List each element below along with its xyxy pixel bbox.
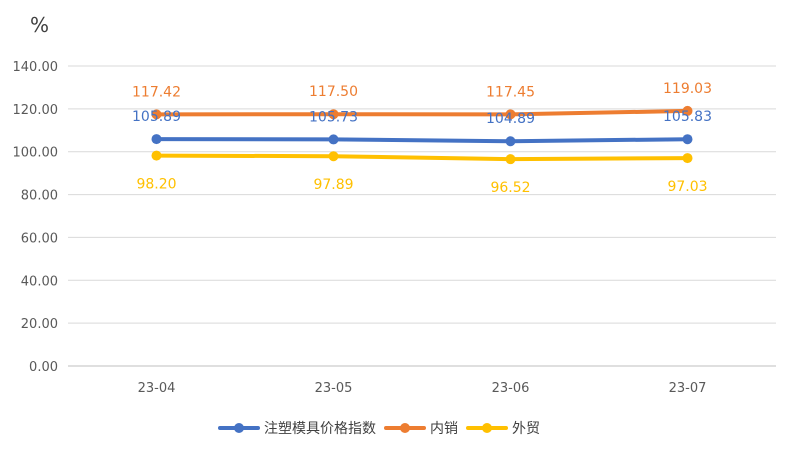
series-layer bbox=[151, 105, 693, 165]
legend: 注塑模具价格指数 内销 外贸 bbox=[218, 421, 540, 437]
x-tick-label: 23-04 bbox=[138, 381, 176, 396]
y-tick-label: 60.00 bbox=[21, 231, 58, 246]
data-point bbox=[505, 109, 516, 120]
y-tick-label: 140.00 bbox=[13, 60, 59, 75]
data-label: 119.03 bbox=[663, 81, 712, 97]
data-labels: 105.89 105.73 104.89 105.83 117.42 117.50 117.… bbox=[132, 81, 712, 196]
data-point bbox=[682, 134, 693, 145]
x-tick-label: 23-05 bbox=[315, 381, 353, 396]
legend-label: 注塑模具价格指数 bbox=[264, 421, 376, 437]
y-tick-label: 0.00 bbox=[29, 360, 58, 375]
data-point bbox=[151, 150, 162, 161]
data-point bbox=[682, 105, 693, 116]
legend-marker bbox=[234, 423, 244, 433]
data-point bbox=[151, 109, 162, 120]
y-unit-label: % bbox=[30, 13, 49, 37]
data-label: 117.50 bbox=[309, 84, 358, 100]
y-tick-label: 100.00 bbox=[13, 146, 59, 161]
series-line bbox=[154, 108, 690, 117]
y-tick-label: 20.00 bbox=[21, 317, 58, 332]
y-tick-label: 40.00 bbox=[21, 274, 58, 289]
y-tick-label: 120.00 bbox=[13, 103, 59, 118]
series-line bbox=[154, 137, 690, 144]
legend-marker bbox=[400, 423, 410, 433]
data-point bbox=[151, 134, 162, 145]
data-label: 105.73 bbox=[309, 109, 358, 125]
data-label: 96.52 bbox=[490, 180, 530, 196]
gridlines bbox=[68, 65, 776, 367]
data-point bbox=[505, 154, 516, 165]
legend-marker bbox=[482, 423, 492, 433]
y-axis-ticks: 0.00 20.00 40.00 60.00 80.00 100.00 120.00 140.… bbox=[13, 60, 59, 375]
data-label: 104.89 bbox=[486, 111, 535, 127]
x-axis-ticks: 23-04 23-05 23-06 23-07 bbox=[138, 381, 707, 396]
data-point bbox=[505, 136, 516, 147]
y-tick-label: 80.00 bbox=[21, 189, 58, 204]
x-tick-label: 23-06 bbox=[492, 381, 530, 396]
series-line bbox=[154, 153, 690, 162]
data-label: 98.20 bbox=[136, 177, 176, 193]
data-label: 117.42 bbox=[132, 84, 181, 100]
data-point bbox=[328, 134, 339, 145]
legend-label: 外贸 bbox=[512, 421, 540, 437]
legend-label: 内销 bbox=[430, 421, 458, 437]
data-point bbox=[328, 109, 339, 120]
data-label: 105.89 bbox=[132, 109, 181, 125]
data-point bbox=[682, 153, 693, 164]
data-label: 105.83 bbox=[663, 109, 712, 125]
data-label: 97.03 bbox=[667, 179, 707, 195]
data-label: 97.89 bbox=[313, 177, 353, 193]
data-point bbox=[328, 151, 339, 162]
x-tick-label: 23-07 bbox=[669, 381, 707, 396]
data-label: 117.45 bbox=[486, 84, 535, 100]
